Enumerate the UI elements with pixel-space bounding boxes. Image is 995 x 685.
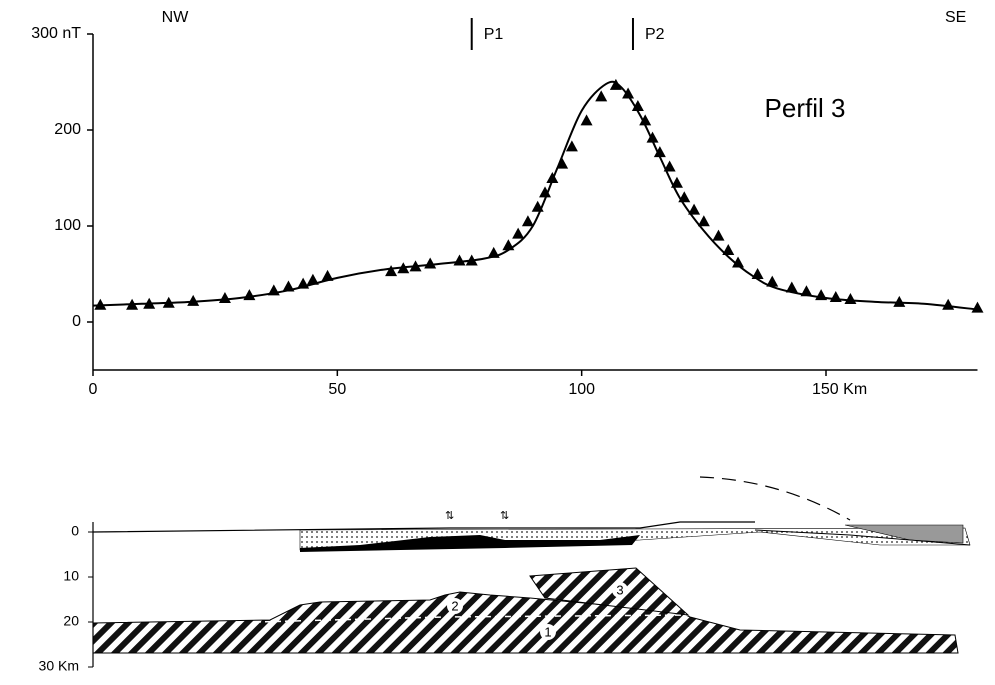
label-circle	[612, 582, 628, 598]
data-point	[785, 281, 798, 293]
data-point	[942, 298, 955, 310]
data-point	[453, 254, 466, 266]
surface	[92, 521, 755, 533]
cross-section: ⇅ ⇅ 1 2 3	[92, 476, 971, 654]
unit-3	[529, 567, 690, 616]
y-tick-label: 100	[54, 217, 81, 234]
data-point	[653, 146, 666, 158]
data-point	[565, 140, 578, 152]
unit-label: 1	[544, 624, 551, 639]
y-tick-label: 30 Km	[39, 658, 79, 674]
y-tick-label: 300 nT	[31, 25, 81, 42]
unit-label: 2	[451, 598, 458, 613]
data-point	[580, 114, 593, 126]
profile-label: P2	[645, 26, 665, 43]
dashed-line	[699, 476, 851, 521]
data-point	[722, 244, 735, 255]
data-point	[971, 301, 984, 313]
data-point	[893, 295, 906, 307]
data-point	[218, 292, 231, 303]
y-tick-label: 200	[54, 121, 81, 138]
fault-line	[754, 529, 971, 546]
data-point	[595, 90, 608, 102]
label-circle	[447, 598, 463, 614]
data-point	[521, 215, 534, 227]
y-tick-label: 0	[72, 313, 81, 330]
fault-symbol: ⇅	[445, 510, 454, 522]
data-point	[512, 227, 525, 239]
data-point	[622, 87, 635, 99]
basalt-layer	[300, 535, 640, 552]
data-point	[844, 292, 857, 304]
data-point	[646, 131, 659, 143]
profile-label: P1	[484, 26, 504, 43]
data-point	[424, 257, 437, 269]
label-circle	[540, 624, 556, 640]
data-point	[187, 294, 200, 306]
y-tick-label: 0	[71, 523, 79, 539]
data-point	[609, 78, 622, 90]
data-point	[502, 239, 515, 251]
unit-boundary	[254, 614, 691, 623]
data-point	[546, 172, 559, 183]
unit-label: 3	[616, 582, 623, 597]
model-curve	[92, 80, 978, 311]
x-tick-label: 50	[328, 381, 346, 398]
data-point	[712, 229, 725, 241]
x-tick-label: 150 Km	[812, 381, 867, 398]
data-point	[766, 275, 779, 287]
data-point	[306, 273, 319, 285]
gray-wedge	[844, 524, 964, 544]
data-point	[663, 160, 676, 172]
data-point	[697, 215, 710, 227]
x-tick-label: 100	[568, 381, 595, 398]
unit-1	[92, 591, 959, 654]
chart-title: Perfil 3	[765, 93, 846, 123]
y-tick-label: 10	[63, 568, 79, 584]
data-point	[732, 256, 745, 268]
x-tick-label: 0	[89, 381, 98, 398]
direction-label: NW	[162, 9, 190, 26]
direction-label: SE	[945, 9, 966, 26]
data-point	[385, 265, 398, 277]
data-point	[321, 269, 334, 281]
data-point	[639, 114, 652, 126]
data-point	[631, 100, 644, 111]
y-tick-label: 20	[63, 613, 79, 629]
data-point	[94, 298, 107, 310]
data-point	[243, 289, 256, 301]
data-point	[688, 203, 701, 215]
data-point	[539, 186, 552, 198]
fault-symbol: ⇅	[500, 510, 509, 522]
